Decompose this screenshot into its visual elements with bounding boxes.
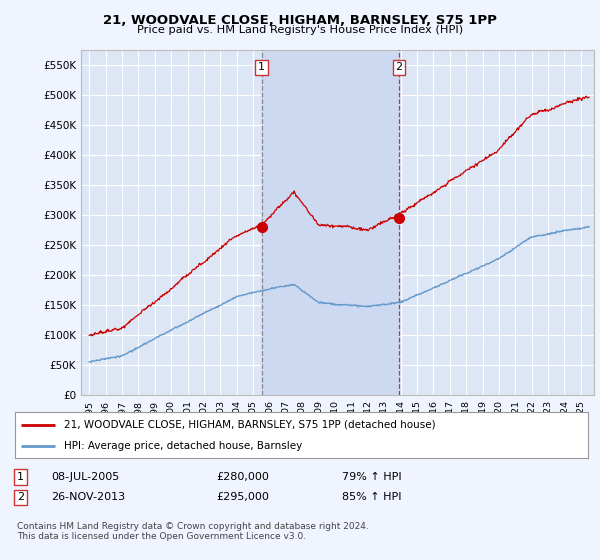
Text: Contains HM Land Registry data © Crown copyright and database right 2024.
This d: Contains HM Land Registry data © Crown c… bbox=[17, 522, 368, 542]
Text: 08-JUL-2005: 08-JUL-2005 bbox=[51, 472, 119, 482]
Text: £280,000: £280,000 bbox=[216, 472, 269, 482]
Text: 1: 1 bbox=[258, 62, 265, 72]
Text: 2: 2 bbox=[17, 492, 24, 502]
Bar bbox=[262, 50, 399, 395]
Text: 85% ↑ HPI: 85% ↑ HPI bbox=[342, 492, 401, 502]
Text: £295,000: £295,000 bbox=[216, 492, 269, 502]
Text: 79% ↑ HPI: 79% ↑ HPI bbox=[342, 472, 401, 482]
Text: 2: 2 bbox=[395, 62, 403, 72]
Text: HPI: Average price, detached house, Barnsley: HPI: Average price, detached house, Barn… bbox=[64, 441, 302, 451]
Text: 26-NOV-2013: 26-NOV-2013 bbox=[51, 492, 125, 502]
Text: Price paid vs. HM Land Registry's House Price Index (HPI): Price paid vs. HM Land Registry's House … bbox=[137, 25, 463, 35]
Text: 1: 1 bbox=[17, 472, 24, 482]
Text: 21, WOODVALE CLOSE, HIGHAM, BARNSLEY, S75 1PP: 21, WOODVALE CLOSE, HIGHAM, BARNSLEY, S7… bbox=[103, 14, 497, 27]
Text: 21, WOODVALE CLOSE, HIGHAM, BARNSLEY, S75 1PP (detached house): 21, WOODVALE CLOSE, HIGHAM, BARNSLEY, S7… bbox=[64, 419, 436, 430]
